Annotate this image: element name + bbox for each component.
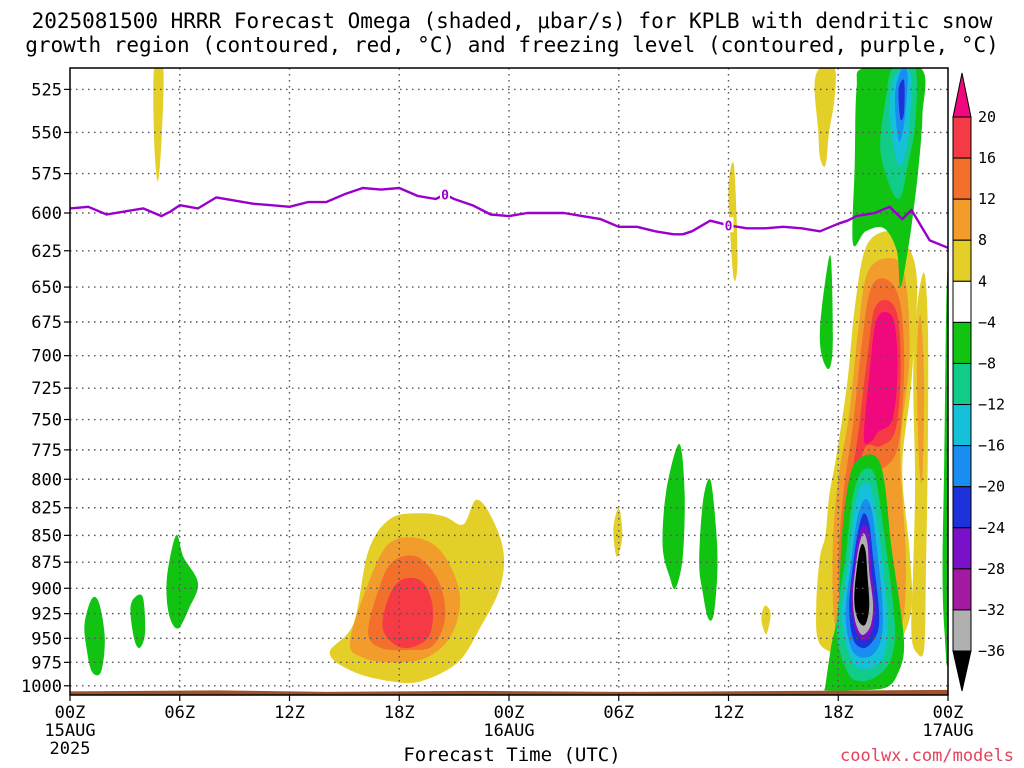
x-tick-year: 2025 <box>50 739 91 759</box>
omega-region-28 <box>898 79 905 121</box>
credit-text: coolwx.com/models <box>840 746 1014 766</box>
colorbar-label: −16 <box>978 437 1005 455</box>
colorbar-box <box>952 157 972 200</box>
omega-region-8 <box>613 507 623 557</box>
colorbar-label: 8 <box>978 231 987 249</box>
x-tick-label: 00Z <box>933 703 964 723</box>
colorbar-label: −4 <box>978 313 996 331</box>
freezing-level-label: 0 <box>725 219 733 234</box>
omega-region-7 <box>382 577 433 648</box>
omega-region-3 <box>166 534 199 629</box>
x-tick-label: 12Z <box>713 703 744 723</box>
y-tick-label: 525 <box>31 80 62 100</box>
y-tick-label: 825 <box>31 499 62 519</box>
colorbar-box <box>952 362 972 406</box>
colorbar-bottom-triangle <box>952 650 972 692</box>
y-tick-label: 1000 <box>21 677 62 697</box>
colorbar-box <box>952 239 972 282</box>
y-tick-label: 550 <box>31 123 62 143</box>
y-tick-label: 925 <box>31 605 62 625</box>
y-tick-label: 950 <box>31 629 62 649</box>
colorbar-label: −8 <box>978 354 996 372</box>
colorbar-box <box>952 116 972 159</box>
omega-region-22 <box>916 314 925 484</box>
y-tick-label: 975 <box>31 653 62 673</box>
colorbar-layer: 20 16 12 8 4 −4 −8 −12 −16 −20 −24 −28 −32 −36 <box>952 72 1005 692</box>
y-tick-label: 575 <box>31 165 62 185</box>
freezing-level-label-bg <box>439 186 450 202</box>
colorbar-label: −20 <box>978 478 1005 496</box>
colorbar-box <box>952 609 972 652</box>
chart-title-line1: 2025081500 HRRR Forecast Omega (shaded, … <box>31 9 993 33</box>
colorbar-label: −12 <box>978 396 1005 414</box>
freezing-level-label-bg <box>723 217 734 233</box>
x-tick-date: 16AUG <box>483 721 534 741</box>
y-tick-label: 800 <box>31 470 62 490</box>
omega-region-13 <box>819 255 833 370</box>
omega-region-2 <box>130 594 146 649</box>
colorbar-label: 12 <box>978 190 996 208</box>
colorbar-box <box>952 568 972 611</box>
x-axis-label: Forecast Time (UTC) <box>403 744 621 766</box>
y-tick-label: 775 <box>31 441 62 461</box>
x-tick-date: 15AUG <box>44 721 95 741</box>
colorbar-box <box>952 527 972 570</box>
x-tick-label: 12Z <box>274 703 305 723</box>
freezing-level-line <box>69 186 949 249</box>
axis-labels-layer: 525 550 575 600 625 650 675 700 725 750 775 800 825 8… <box>21 80 974 759</box>
omega-shading-layer <box>84 68 948 691</box>
x-tick-label: 06Z <box>164 703 195 723</box>
omega-region-19 <box>863 311 898 445</box>
colorbar-box <box>952 321 972 364</box>
y-tick-label: 700 <box>31 347 62 367</box>
y-tick-label: 875 <box>31 553 62 573</box>
colorbar-label: −24 <box>978 519 1005 537</box>
omega-region-10 <box>699 478 718 621</box>
x-tick-date: 17AUG <box>922 721 973 741</box>
y-tick-label: 900 <box>31 579 62 599</box>
x-tick-label: 00Z <box>55 703 86 723</box>
omega-region-36 <box>854 543 870 626</box>
colorbar-top-triangle <box>952 72 972 118</box>
y-tick-label: 600 <box>31 204 62 224</box>
omega-region-23 <box>942 272 948 667</box>
x-tick-label: 18Z <box>823 703 854 723</box>
colorbar-box <box>952 486 972 529</box>
freezing-level-label: 0 <box>441 188 449 203</box>
colorbar-label: −36 <box>978 642 1005 660</box>
colorbar-label: 20 <box>978 108 996 126</box>
grid-layer <box>70 68 948 695</box>
colorbar-label: −28 <box>978 560 1005 578</box>
omega-region-9 <box>662 443 685 590</box>
freezing-level-layer: 00 <box>69 186 949 249</box>
colorbar-label: −32 <box>978 601 1005 619</box>
x-tick-label: 00Z <box>494 703 525 723</box>
y-tick-label: 725 <box>31 379 62 399</box>
x-tick-label: 06Z <box>603 703 634 723</box>
colorbar-box <box>952 404 972 447</box>
colorbar-box <box>952 198 972 241</box>
omega-region-0 <box>153 68 164 182</box>
y-tick-label: 850 <box>31 526 62 546</box>
y-tick-label: 650 <box>31 278 62 298</box>
colorbar-box <box>952 280 972 323</box>
colorbar-label: 16 <box>978 149 996 167</box>
y-tick-label: 625 <box>31 242 62 262</box>
x-tick-label: 18Z <box>384 703 415 723</box>
colorbar-box <box>952 445 972 488</box>
chart-title-line2: growth region (contoured, red, °C) and f… <box>25 33 999 57</box>
omega-region-1 <box>84 596 105 676</box>
y-tick-label: 750 <box>31 411 62 431</box>
y-tick-label: 675 <box>31 313 62 333</box>
colorbar-label: 4 <box>978 272 987 290</box>
omega-region-14 <box>814 68 836 167</box>
omega-region-12 <box>761 605 771 635</box>
